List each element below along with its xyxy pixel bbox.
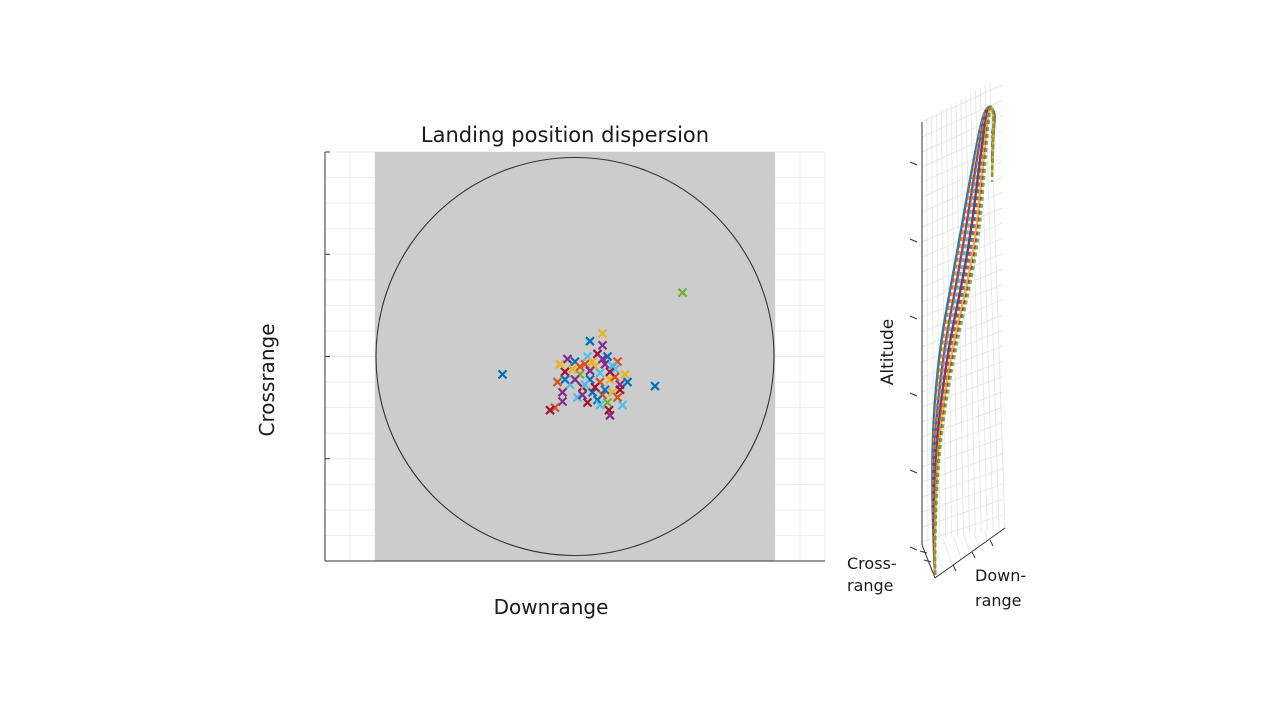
y-tick [923,559,932,563]
landing-point [582,397,593,408]
grid3d-line [974,533,980,547]
landing-point [650,381,660,391]
x-tick [971,551,976,559]
landing-point [570,374,580,385]
x-tick [989,539,994,547]
landing-point [600,359,610,369]
grid3d-line [984,531,988,541]
landing-point [597,340,608,351]
scatter-axes [324,151,825,562]
z-tick [909,315,918,320]
landing-point [567,364,578,375]
landing-point [577,390,588,400]
landing-point [595,400,605,410]
grid3d-line [921,176,1003,213]
landing-point [595,368,605,378]
landing-point [545,405,555,415]
z-tick [909,161,918,166]
landing-point [590,382,600,392]
y-tick [919,550,928,554]
grid3d-line [921,130,1003,168]
trajectory-plot: Altitude Cross-range Down-range [847,81,1026,610]
landing-region [375,152,775,561]
grid3d-line [921,146,1003,183]
landing-point [615,384,625,395]
landing-point [604,405,614,415]
grid3d-line [921,345,1003,378]
grid3d-line [921,361,1003,393]
landing-point [592,395,603,405]
landing-point [600,384,610,395]
landing-point [585,336,595,346]
grid3d-line [984,84,1000,530]
landing-point [602,397,613,408]
grid3d-line [953,536,962,560]
landing-points [497,287,688,421]
scatter-plot: Landing position dispersion Downrange Cr… [255,123,826,619]
scatter-x-label: Downrange [494,595,609,619]
landing-point [602,351,613,362]
z-tick [909,238,918,243]
landing-point [557,396,568,407]
grid3d-line [963,534,971,554]
trajectory-line [933,105,995,576]
landing-point [580,359,590,369]
z-tick [909,546,918,551]
trajectory-axes [909,122,1006,579]
landing-point [557,387,568,398]
grid3d-line [942,538,953,566]
grid3d-line [921,330,1003,363]
grid3d-line [995,529,997,535]
landing-point [620,369,630,380]
landing-point [552,377,563,387]
grid3d-line [965,96,976,534]
trajectory-line [932,105,996,576]
landing-point [560,367,570,377]
landing-point [617,400,628,410]
landing-point [555,359,565,369]
boundary-circle [375,156,775,557]
landing-point [622,377,633,387]
crossrange-label: Cross-range [847,554,897,595]
landing-point [605,367,615,377]
landing-point [560,374,570,385]
landing-point [497,369,508,380]
scatter-title: Landing position dispersion [421,123,709,147]
landing-point [580,379,590,390]
landing-point [585,366,595,376]
grid3d-line [921,253,1003,288]
landing-point [562,354,573,364]
landing-point [550,402,560,413]
landing-point [575,361,585,372]
trajectory-lines [931,105,996,576]
landing-point [607,360,618,371]
z-tick [909,469,918,474]
grid3d-line [960,99,970,535]
downrange-label: Down-range [975,566,1026,610]
landing-point [572,392,583,403]
landing-point [597,354,608,364]
scatter-y-label: Crossrange [255,324,279,437]
altitude-label: Altitude [878,319,898,385]
grid3d-line [921,192,1003,228]
landing-point [587,387,598,398]
grid3d-line [921,314,1003,348]
grid3d-line [921,161,1003,198]
landing-point [612,392,623,403]
landing-point [597,328,608,339]
axis3d-line [934,527,1006,579]
landing-point [605,374,615,385]
trajectory-line [933,105,995,576]
landing-point [677,287,688,298]
z-tick [909,392,918,397]
grid3d-line [921,84,1003,123]
landing-point [587,356,598,367]
x-tick [952,564,957,572]
